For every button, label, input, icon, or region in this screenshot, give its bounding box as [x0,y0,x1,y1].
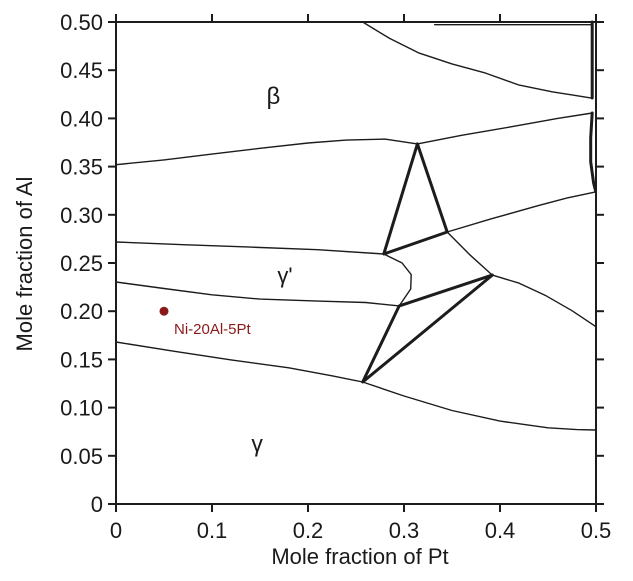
boundary-gamma-prime-lower [115,281,400,307]
phase-label: γ [251,431,263,457]
x-tick-label: 0.5 [581,518,612,543]
x-axis-title: Mole fraction of Pt [271,544,448,569]
y-tick-label: 0 [91,492,103,517]
boundary-beta-upper-right [362,21,593,99]
boundary-vertex-to-nexus [446,231,493,276]
y-tick-label: 0.25 [60,251,103,276]
y-tick-label: 0.10 [60,396,103,421]
boundary-right-edge-mid [589,111,597,193]
alloy-point-label: Ni-20Al-5Pt [174,321,252,338]
labels-layer: β γ' γ Ni-20Al-5Pt [159,83,293,457]
boundary-nexus-to-right-axis [491,274,596,327]
boundary-gamma-upper-left [115,341,364,383]
x-tick-label: 0 [110,518,122,543]
boundary-gamma-upper-right [362,381,596,431]
y-tick-label: 0.40 [60,106,103,131]
boundary-mid-right-boundary [446,191,596,233]
boundary-gamma-prime-upper [115,241,385,255]
alloy-point-marker [159,306,169,316]
y-axis-title: Mole fraction of Al [12,177,37,352]
axis-frame [115,21,597,505]
phase-label: γ' [277,263,292,288]
y-tick-label: 0.45 [60,58,103,83]
y-tick-label: 0.35 [60,155,103,180]
boundary-tie-triangle-lower [361,273,494,384]
y-tick-label: 0.05 [60,444,103,469]
phase-boundaries-layer [115,20,597,431]
y-tick-label: 0.50 [60,10,103,35]
axes-layer: 0 0.1 0.2 0.3 0.4 0.500.050.100.150.200.250.3… [60,10,611,543]
x-tick-label: 0.4 [485,518,516,543]
x-tick-label: 0.3 [389,518,420,543]
phase-label: β [267,83,281,110]
y-tick-label: 0.20 [60,299,103,324]
boundary-beta-gamma-prime-upper-left [115,138,419,166]
y-tick-label: 0.15 [60,347,103,372]
x-tick-label: 0.2 [293,518,324,543]
y-tick-label: 0.30 [60,203,103,228]
boundary-beta-lower-right [416,112,593,145]
boundary-tie-triangle-upper [382,142,449,256]
x-tick-label: 0.1 [197,518,228,543]
boundary-gamma-prime-right [383,253,412,307]
